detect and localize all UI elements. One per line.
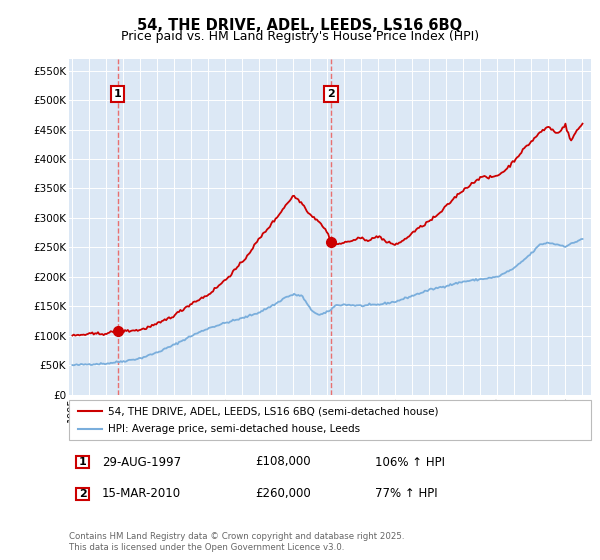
Text: 106% ↑ HPI: 106% ↑ HPI [375,455,445,469]
Text: 29-AUG-1997: 29-AUG-1997 [102,455,181,469]
Text: £260,000: £260,000 [255,487,311,501]
Text: Price paid vs. HM Land Registry's House Price Index (HPI): Price paid vs. HM Land Registry's House … [121,30,479,43]
Text: 77% ↑ HPI: 77% ↑ HPI [375,487,437,501]
Text: 54, THE DRIVE, ADEL, LEEDS, LS16 6BQ: 54, THE DRIVE, ADEL, LEEDS, LS16 6BQ [137,18,463,33]
Text: HPI: Average price, semi-detached house, Leeds: HPI: Average price, semi-detached house,… [108,423,360,433]
Text: 2: 2 [327,89,335,99]
Text: 15-MAR-2010: 15-MAR-2010 [102,487,181,501]
Text: 54, THE DRIVE, ADEL, LEEDS, LS16 6BQ (semi-detached house): 54, THE DRIVE, ADEL, LEEDS, LS16 6BQ (se… [108,407,439,417]
Text: 1: 1 [114,89,122,99]
Text: 1: 1 [79,457,86,467]
Text: £108,000: £108,000 [255,455,311,469]
Text: 2: 2 [79,489,86,499]
Text: Contains HM Land Registry data © Crown copyright and database right 2025.
This d: Contains HM Land Registry data © Crown c… [69,532,404,552]
